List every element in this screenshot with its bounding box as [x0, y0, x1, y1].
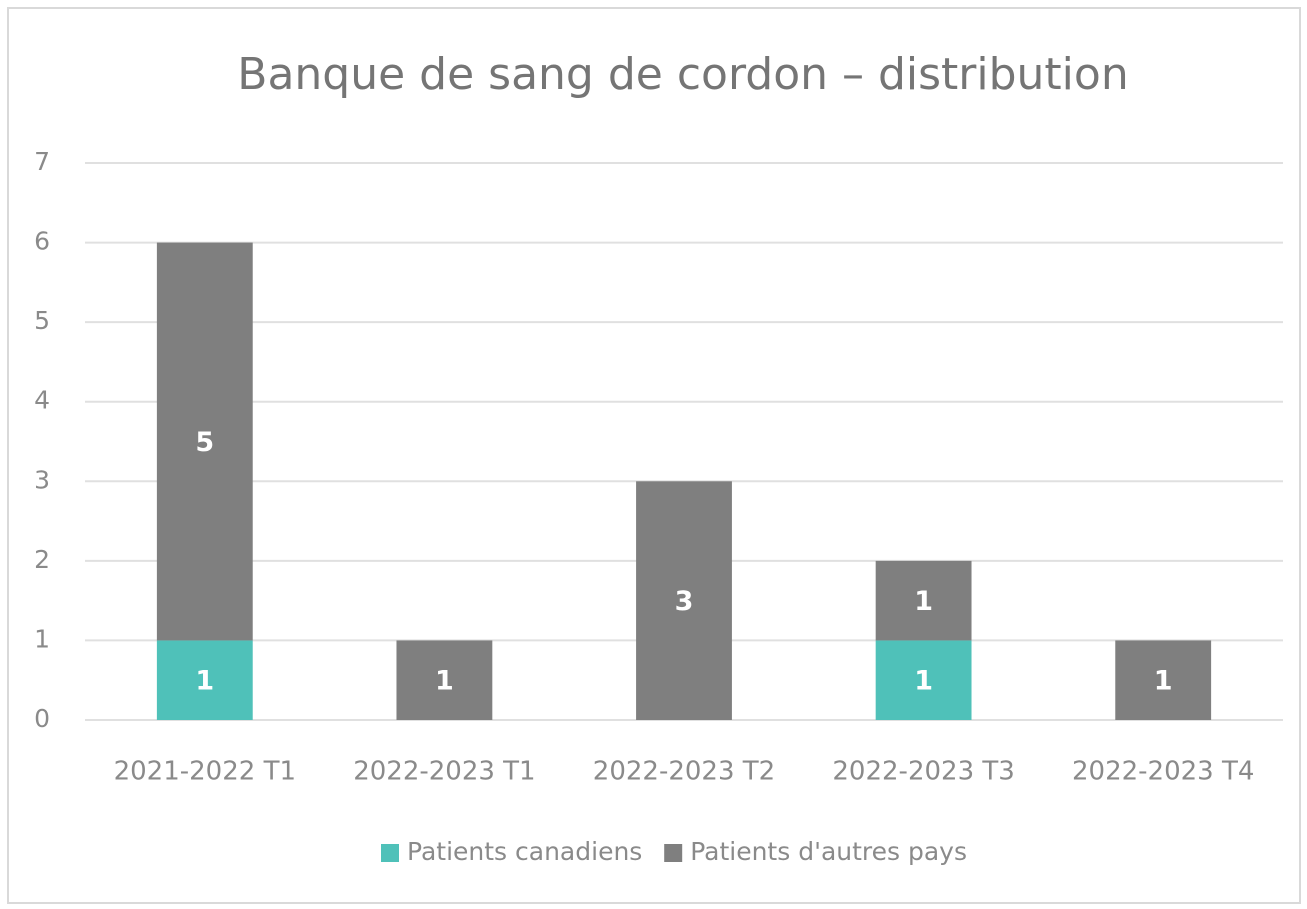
bar-segment [875, 640, 972, 720]
x-tick-label: 2022-2023 T3 [832, 757, 1014, 787]
data-label: 1 [1154, 666, 1173, 697]
data-label: 1 [435, 666, 454, 697]
bar-segment [396, 640, 493, 720]
bar-segment [1115, 640, 1212, 720]
data-label: 5 [195, 427, 214, 458]
x-tick-label: 2021-2022 T1 [114, 757, 296, 787]
bar-segment [156, 242, 253, 641]
y-tick-label: 7 [34, 147, 50, 176]
bar-segment [156, 640, 253, 720]
y-tick-label: 0 [34, 704, 50, 733]
legend-swatch [381, 844, 399, 862]
data-label: 1 [195, 666, 214, 697]
legend-swatch [664, 844, 683, 862]
data-label: 1 [914, 666, 933, 697]
legend-label: Patients d'autres pays [690, 837, 967, 866]
x-tick-label: 2022-2023 T1 [353, 757, 535, 787]
y-tick-label: 1 [34, 624, 50, 653]
y-tick-label: 5 [34, 306, 50, 335]
data-label: 3 [675, 586, 694, 617]
data-label: 1 [914, 586, 933, 617]
chart-title: Banque de sang de cordon – distribution [237, 49, 1128, 100]
x-tick-label: 2022-2023 T4 [1072, 757, 1254, 787]
y-tick-label: 2 [34, 545, 50, 574]
x-tick-label: 2022-2023 T2 [593, 757, 775, 787]
y-tick-label: 4 [34, 386, 50, 415]
legend-label: Patients canadiens [407, 837, 642, 866]
y-tick-label: 6 [34, 227, 50, 256]
y-tick-label: 3 [34, 465, 50, 494]
bar-segment [636, 481, 732, 720]
bar-segment [875, 560, 972, 641]
